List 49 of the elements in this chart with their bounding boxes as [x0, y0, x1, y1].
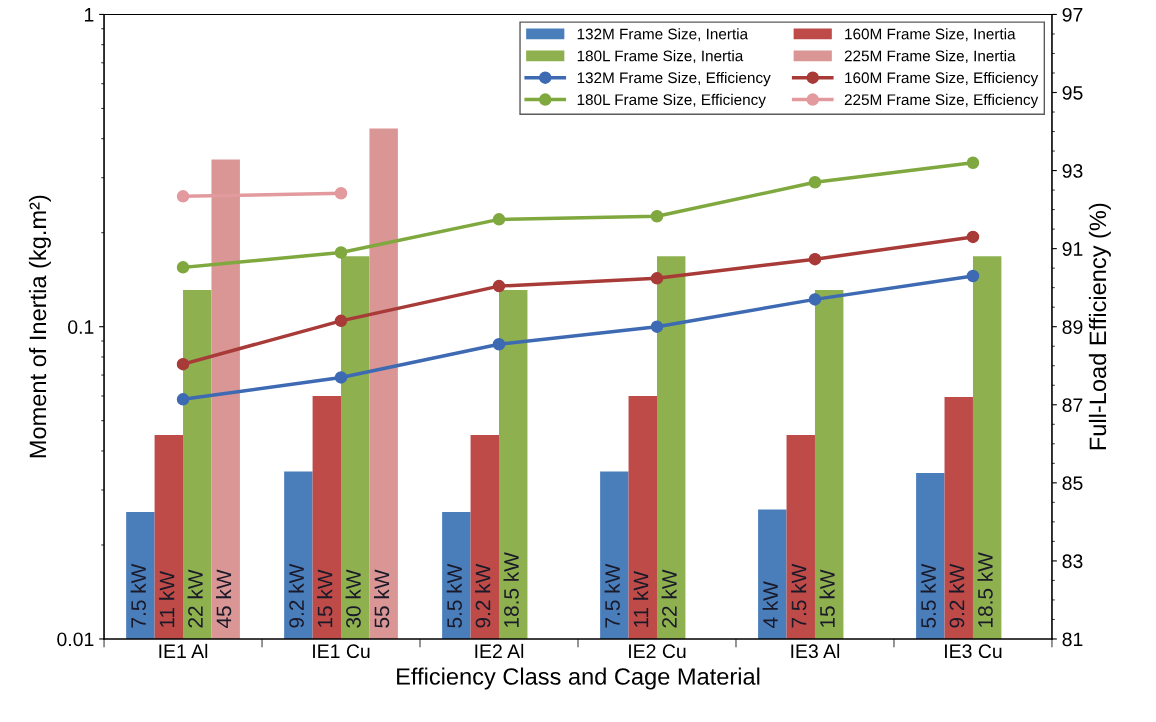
x-axis-title: Efficiency Class and Cage Material: [397, 667, 760, 690]
annotation: 55 kW: [373, 569, 390, 628]
legend-label: 132M Frame Size, Efficiency: [577, 71, 771, 87]
annotation: 9.2 kW: [475, 563, 491, 628]
x-tick-label: IE1 Cu: [313, 644, 370, 659]
y-tick-label: 0.1: [68, 320, 94, 334]
y2-tick-label: 81: [1062, 632, 1083, 647]
annotation: 9.2 kW: [949, 563, 965, 628]
annotation: 18.5 kW: [503, 552, 519, 627]
y-axis-title: Moment of Inertia (kg.m²): [28, 195, 51, 458]
x-tick-label: IE3 Al: [791, 643, 840, 659]
legend-label: 180L Frame Size, Inertia: [577, 50, 744, 64]
annotation: 18.5 kW: [977, 552, 993, 627]
y2-tick-label: 93: [1062, 164, 1083, 178]
y2-tick-label: 95: [1062, 85, 1083, 100]
legend-label: 225M Frame Size, Inertia: [844, 50, 1016, 64]
annotation: 15 kW: [317, 569, 333, 627]
y-tick-label: 0.01: [57, 632, 94, 647]
y2-tick-label: 91: [1062, 242, 1083, 256]
annotation: 22 kW: [187, 569, 203, 628]
annotation: 30 kW: [345, 569, 361, 628]
legend-label: 132M Frame Size, Inertia: [577, 28, 749, 42]
legend-label: 160M Frame Size, Inertia: [845, 28, 1016, 42]
annotation: 4 kW: [762, 581, 778, 629]
x-tick-label: IE2 Cu: [629, 644, 686, 659]
y2-axis-title: Full-Load Efficiency (%): [1088, 203, 1111, 450]
y-tick-label: 1: [84, 8, 94, 22]
y2-tick-label: 85: [1062, 476, 1083, 491]
x-tick-label: IE3 Cu: [945, 644, 1002, 659]
x-tick-label: IE2 Al: [475, 643, 524, 658]
y2-tick-label: 83: [1062, 554, 1083, 569]
annotation: 45 kW: [215, 569, 232, 629]
annotation: 5.5 kW: [446, 563, 462, 628]
y2-tick-label: 97: [1062, 7, 1083, 22]
legend-label: 180L Frame Size, Efficiency: [577, 93, 766, 109]
legend-label: 225M Frame Size, Efficiency: [844, 93, 1039, 109]
x-tick-label: IE1 Al: [159, 643, 208, 658]
annotation: 11 kW: [159, 571, 175, 627]
annotation: 7.5 kW: [130, 563, 146, 628]
annotation: 7.5 kW: [604, 563, 620, 628]
annotation: 15 kW: [819, 569, 835, 627]
legend-label: 160M Frame Size, Efficiency: [845, 71, 1039, 87]
annotation: 9.2 kW: [288, 563, 304, 628]
annotation: 11 kW: [633, 571, 649, 627]
y2-tick-label: 87: [1062, 398, 1083, 413]
annotation: 7.5 kW: [791, 563, 807, 628]
annotation: 5.5 kW: [920, 563, 936, 628]
y2-tick-label: 89: [1062, 320, 1083, 334]
annotation: 22 kW: [661, 569, 677, 628]
